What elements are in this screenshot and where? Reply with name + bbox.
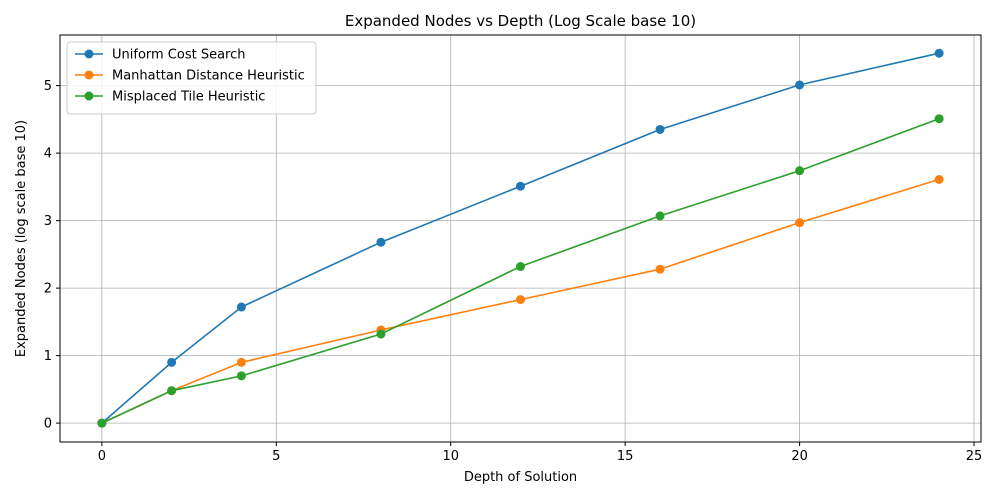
legend-marker — [84, 70, 94, 80]
data-point — [236, 302, 246, 312]
y-tick-label: 1 — [44, 349, 52, 364]
data-point — [97, 418, 107, 428]
legend-item: Uniform Cost Search — [75, 48, 246, 63]
series-line — [101, 117, 940, 424]
x-tick-label: 25 — [966, 449, 983, 464]
legend-label: Manhattan Distance Heuristic — [112, 69, 305, 84]
data-point — [795, 218, 805, 228]
legend-item: Manhattan Distance Heuristic — [75, 69, 305, 84]
y-axis-title: Expanded Nodes (log scale base 10) — [14, 120, 29, 357]
plot-frame — [59, 34, 982, 443]
axis-ticks: 0 5 10 15 20 25 0 1 2 3 4 5 — [44, 79, 983, 464]
data-point — [934, 174, 944, 184]
data-point — [655, 211, 665, 221]
series-line — [101, 52, 940, 424]
data-point — [795, 80, 805, 90]
y-tick-label: 2 — [44, 282, 52, 297]
x-tick-label: 10 — [442, 449, 459, 464]
legend-box — [66, 41, 317, 115]
x-tick-label: 15 — [617, 449, 634, 464]
legend-marker — [84, 91, 94, 101]
series-line — [101, 178, 940, 424]
y-tick-label: 3 — [44, 214, 52, 229]
legend: Uniform Cost Search Manhattan Distance He… — [66, 41, 317, 115]
data-point — [655, 264, 665, 274]
data-point — [934, 48, 944, 58]
series-2 — [97, 114, 944, 428]
y-tick-label: 5 — [44, 79, 52, 94]
data-point — [376, 329, 386, 339]
legend-label: Misplaced Tile Heuristic — [112, 90, 265, 105]
series-layer — [97, 48, 944, 428]
legend-marker — [84, 49, 94, 59]
legend-label: Uniform Cost Search — [112, 48, 246, 63]
data-point — [167, 386, 177, 396]
data-point — [934, 114, 944, 124]
y-tick-label: 0 — [44, 417, 52, 432]
x-tick-label: 0 — [98, 449, 106, 464]
y-tick-label: 4 — [44, 147, 52, 162]
data-point — [236, 371, 246, 381]
x-tick-label: 20 — [791, 449, 808, 464]
data-point — [516, 262, 525, 272]
data-point — [167, 357, 177, 367]
data-point — [516, 295, 525, 305]
data-point — [516, 181, 525, 191]
chart-title: Expanded Nodes vs Depth (Log Scale base … — [345, 12, 696, 30]
data-point — [376, 237, 386, 247]
grid-lines — [60, 35, 981, 442]
x-axis-title: Depth of Solution — [464, 470, 577, 485]
data-point — [236, 357, 246, 367]
legend-item: Misplaced Tile Heuristic — [75, 90, 265, 105]
data-point — [655, 124, 665, 134]
x-tick-label: 5 — [272, 449, 280, 464]
data-point — [795, 166, 805, 176]
